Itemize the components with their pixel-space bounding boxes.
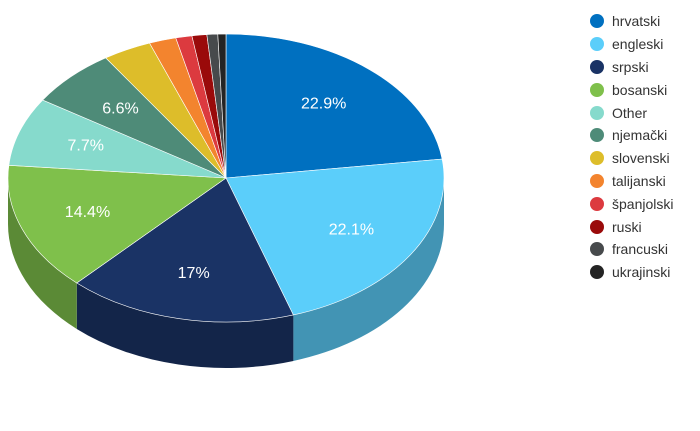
pie-label-srpski: 17%	[178, 265, 210, 282]
chart-legend: hrvatski engleski srpski bosanski Other njema…	[590, 10, 673, 284]
legend-item-njemački[interactable]: njemački	[590, 124, 673, 147]
pie-label-other: 7.7%	[68, 138, 104, 155]
legend-label: španjolski	[612, 195, 674, 212]
pie-data-labels: 22.9% 22.1% 17% 14.4% 7.7% 6.6%	[65, 96, 374, 282]
legend-item-francuski[interactable]: francuski	[590, 238, 673, 261]
legend-label: ruski	[612, 218, 642, 235]
pie-slices	[7, 33, 445, 323]
legend-item-talijanski[interactable]: talijanski	[590, 170, 673, 193]
pie-slice-hrvatski[interactable]	[225, 33, 443, 179]
legend-label: slovenski	[612, 150, 670, 167]
legend-item-other[interactable]: Other	[590, 101, 673, 124]
pie-side-engleski	[293, 178, 444, 361]
pie-chart: 22.9% 22.1% 17% 14.4% 7.7% 6.6%	[7, 33, 445, 369]
legend-label: hrvatski	[612, 13, 661, 30]
pie-slice-ukrajinski[interactable]	[217, 33, 227, 179]
legend-item-srpski[interactable]: srpski	[590, 56, 673, 79]
legend-swatch	[590, 59, 604, 74]
pie-chart-svg: 22.9% 22.1% 17% 14.4% 7.7% 6.6%	[7, 33, 445, 369]
legend-label: ukrajinski	[612, 264, 671, 281]
legend-swatch	[590, 128, 604, 143]
legend-item-bosanski[interactable]: bosanski	[590, 78, 673, 101]
legend-swatch	[590, 105, 604, 120]
legend-swatch	[590, 82, 604, 97]
legend-item-engleski[interactable]: engleski	[590, 33, 673, 56]
legend-item-španjolski[interactable]: španjolski	[590, 192, 673, 215]
pie-label-bosanski: 14.4%	[65, 204, 110, 221]
legend-swatch	[590, 14, 604, 29]
legend-label: bosanski	[612, 81, 668, 98]
legend-swatch	[590, 196, 604, 211]
legend-swatch	[590, 219, 604, 234]
legend-swatch	[590, 151, 604, 166]
pie-side-bosanski	[8, 178, 77, 329]
legend-item-ukrajinski[interactable]: ukrajinski	[590, 261, 673, 284]
pie-slice-other[interactable]	[8, 99, 227, 179]
legend-label: srpski	[612, 58, 649, 75]
pie-label-njemački: 6.6%	[102, 100, 138, 117]
legend-item-ruski[interactable]: ruski	[590, 215, 673, 238]
legend-swatch	[590, 265, 604, 280]
legend-label: engleski	[612, 36, 664, 53]
pie-slice-engleski[interactable]	[225, 158, 445, 316]
legend-swatch	[590, 173, 604, 188]
pie-side-walls	[8, 178, 444, 369]
pie-label-hrvatski: 22.9%	[301, 96, 346, 113]
legend-item-slovenski[interactable]: slovenski	[590, 147, 673, 170]
legend-label: Other	[612, 104, 648, 121]
legend-label: francuski	[612, 241, 669, 258]
pie-side-srpski	[76, 282, 294, 369]
legend-swatch	[590, 242, 604, 257]
legend-swatch	[590, 37, 604, 52]
legend-item-hrvatski[interactable]: hrvatski	[590, 10, 673, 33]
pie-slice-srpski[interactable]	[76, 177, 294, 323]
pie-slice-bosanski[interactable]	[7, 165, 227, 284]
legend-label: njemački	[612, 127, 668, 144]
legend-label: talijanski	[612, 172, 666, 189]
pie-label-engleski: 22.1%	[329, 221, 374, 238]
